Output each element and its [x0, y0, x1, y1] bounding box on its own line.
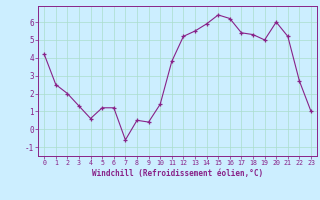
X-axis label: Windchill (Refroidissement éolien,°C): Windchill (Refroidissement éolien,°C) [92, 169, 263, 178]
